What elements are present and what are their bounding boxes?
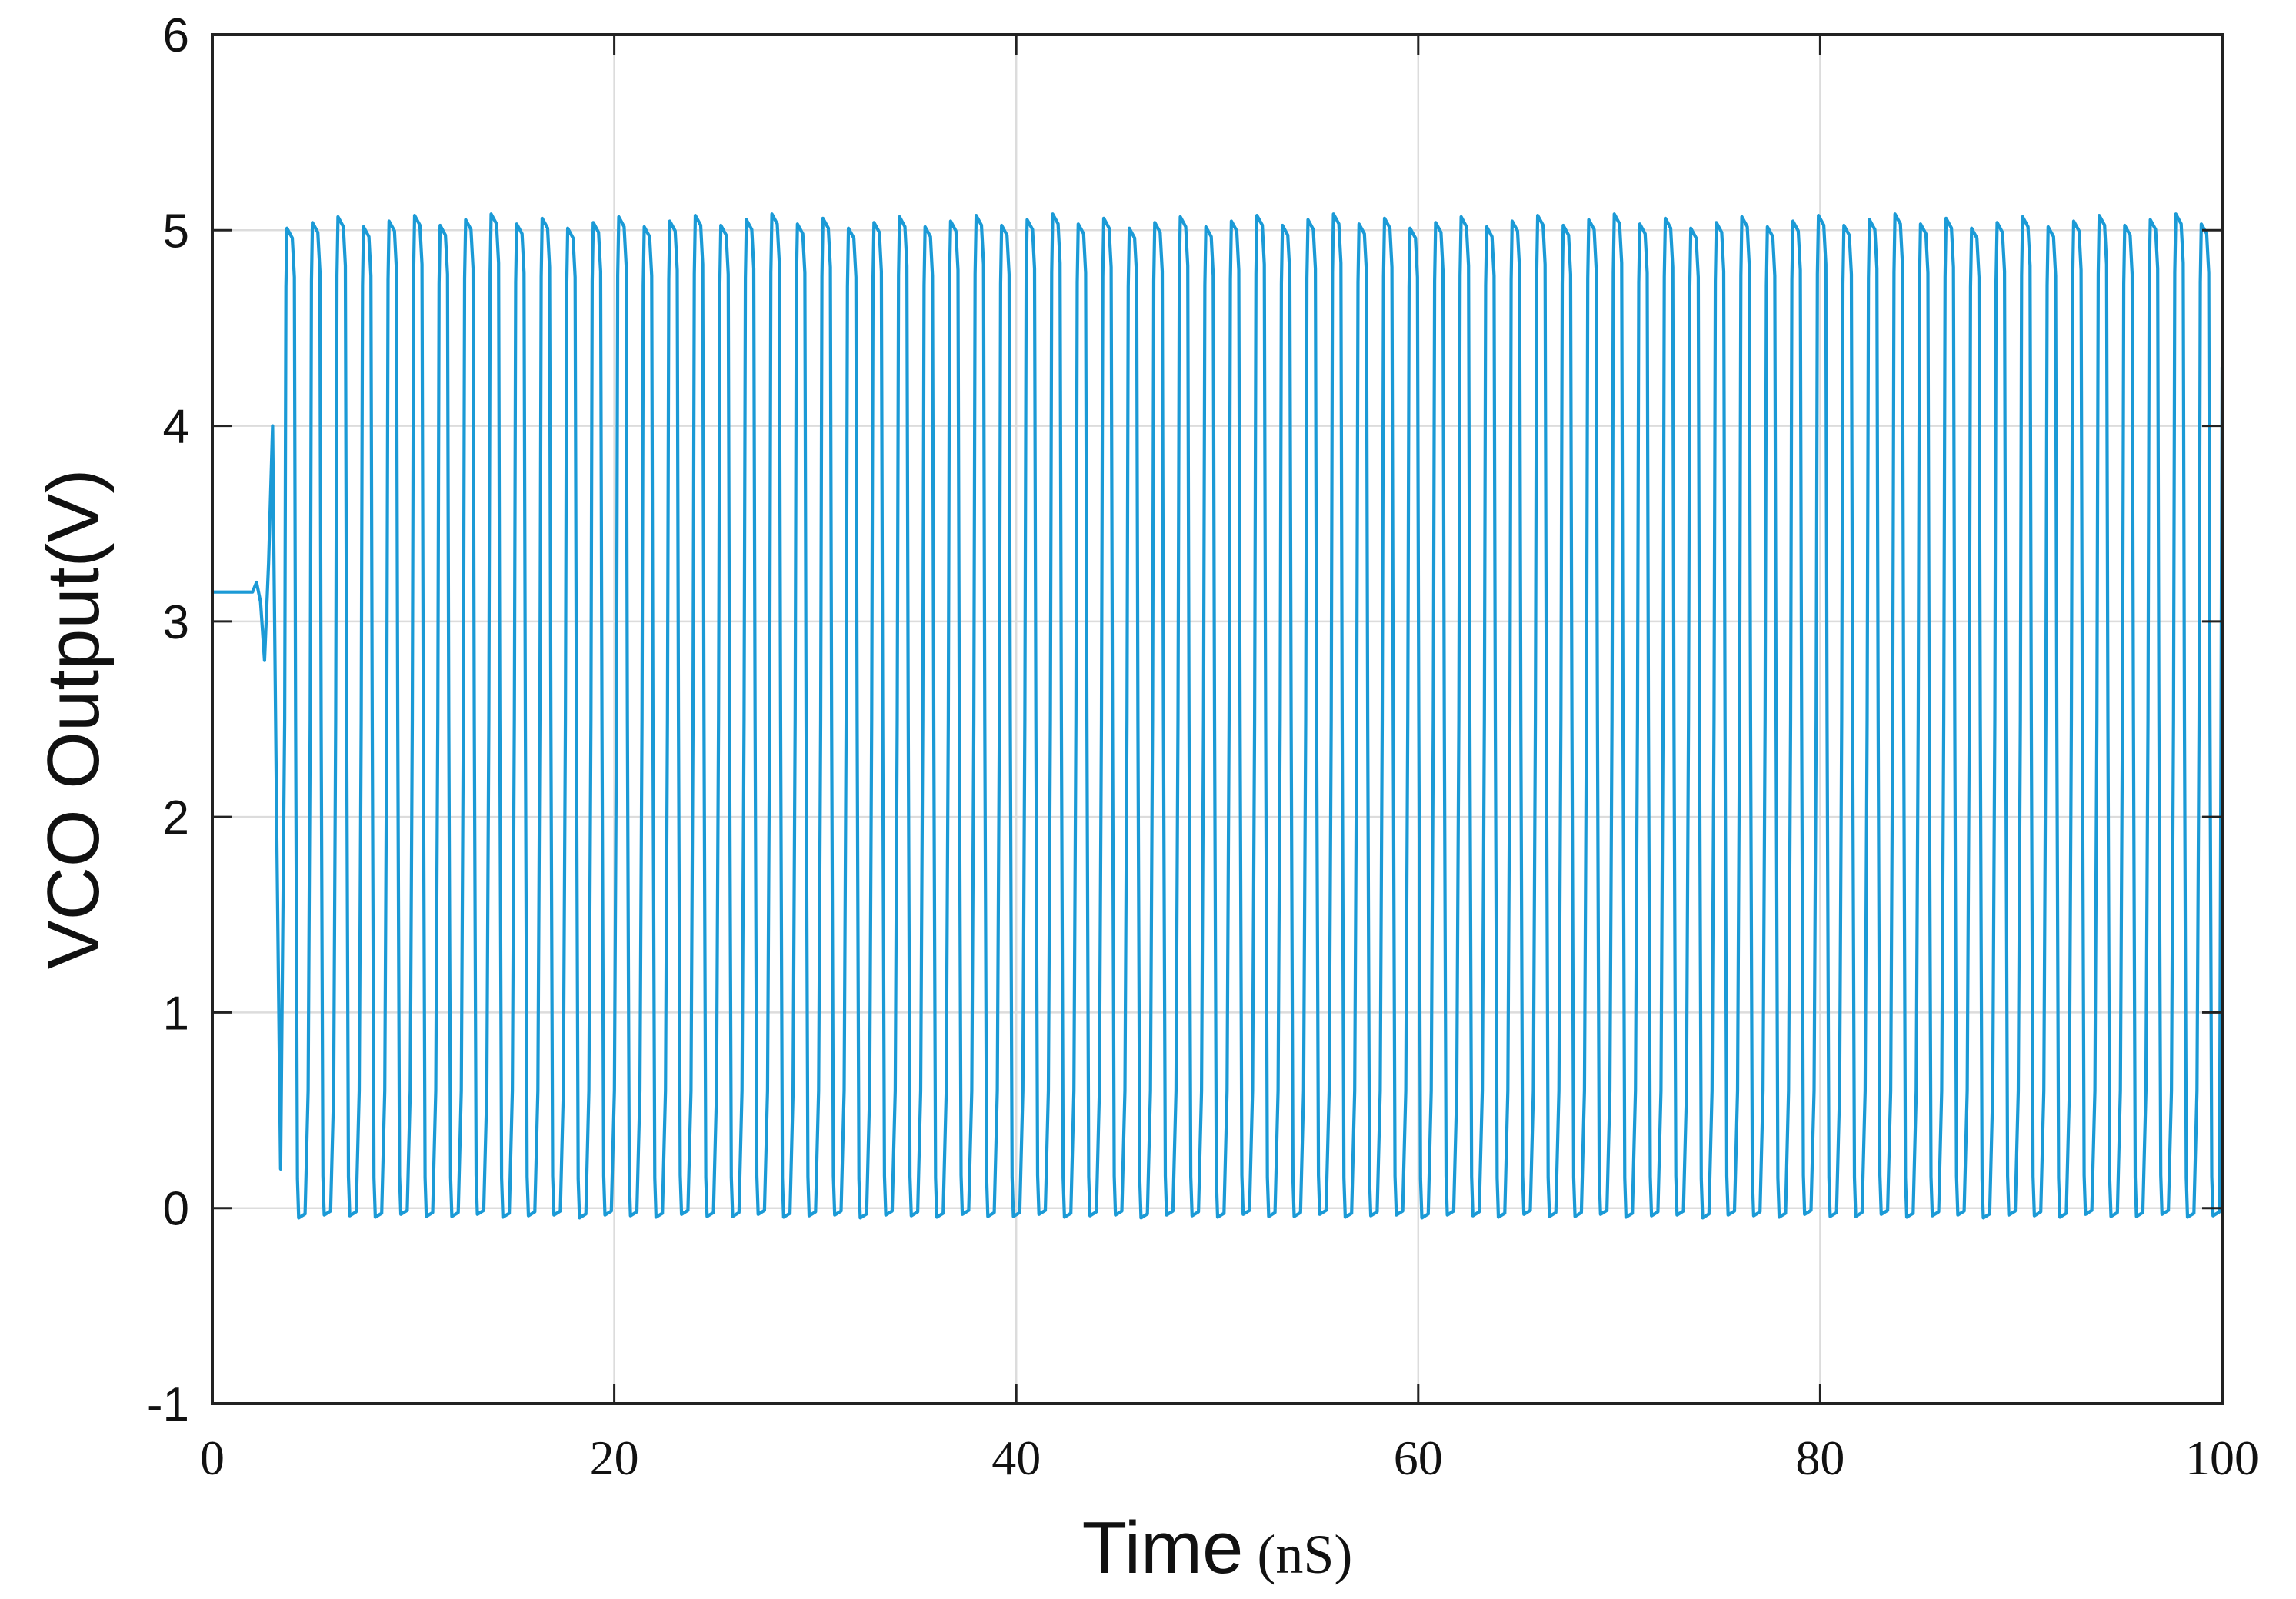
y-tick-label: 2 (163, 791, 189, 844)
y-tick-label: 5 (163, 205, 189, 258)
x-tick-label: 40 (991, 1431, 1041, 1485)
tick-marks (211, 33, 2224, 1405)
y-tick-label: 0 (163, 1183, 189, 1236)
x-tick-label: 80 (1795, 1431, 1844, 1485)
series-line-vco-output (212, 212, 2224, 1220)
x-tick-labels: 0 20 40 60 80 100 (200, 1431, 2259, 1485)
x-axis-label-text: Time (1082, 1507, 1244, 1589)
x-tick-label: 60 (1394, 1431, 1443, 1485)
y-tick-label: 3 (163, 596, 189, 649)
y-tick-label: 6 (163, 9, 189, 62)
y-tick-label: -1 (147, 1378, 189, 1431)
y-tick-label: 4 (163, 401, 189, 454)
x-tick-label: 20 (590, 1431, 639, 1485)
y-tick-labels: -1 0 1 2 3 4 5 6 (147, 9, 189, 1431)
y-axis-label: VCO Output(V) (32, 469, 115, 970)
x-tick-label: 0 (200, 1431, 225, 1485)
plot-frame (211, 33, 2224, 1405)
x-axis-label-unit: (nS) (1257, 1524, 1352, 1585)
x-axis-label: Time (nS) (1082, 1507, 1353, 1589)
y-tick-label: 1 (163, 987, 189, 1040)
series-layer (212, 212, 2224, 1220)
x-tick-label: 100 (2185, 1431, 2259, 1485)
